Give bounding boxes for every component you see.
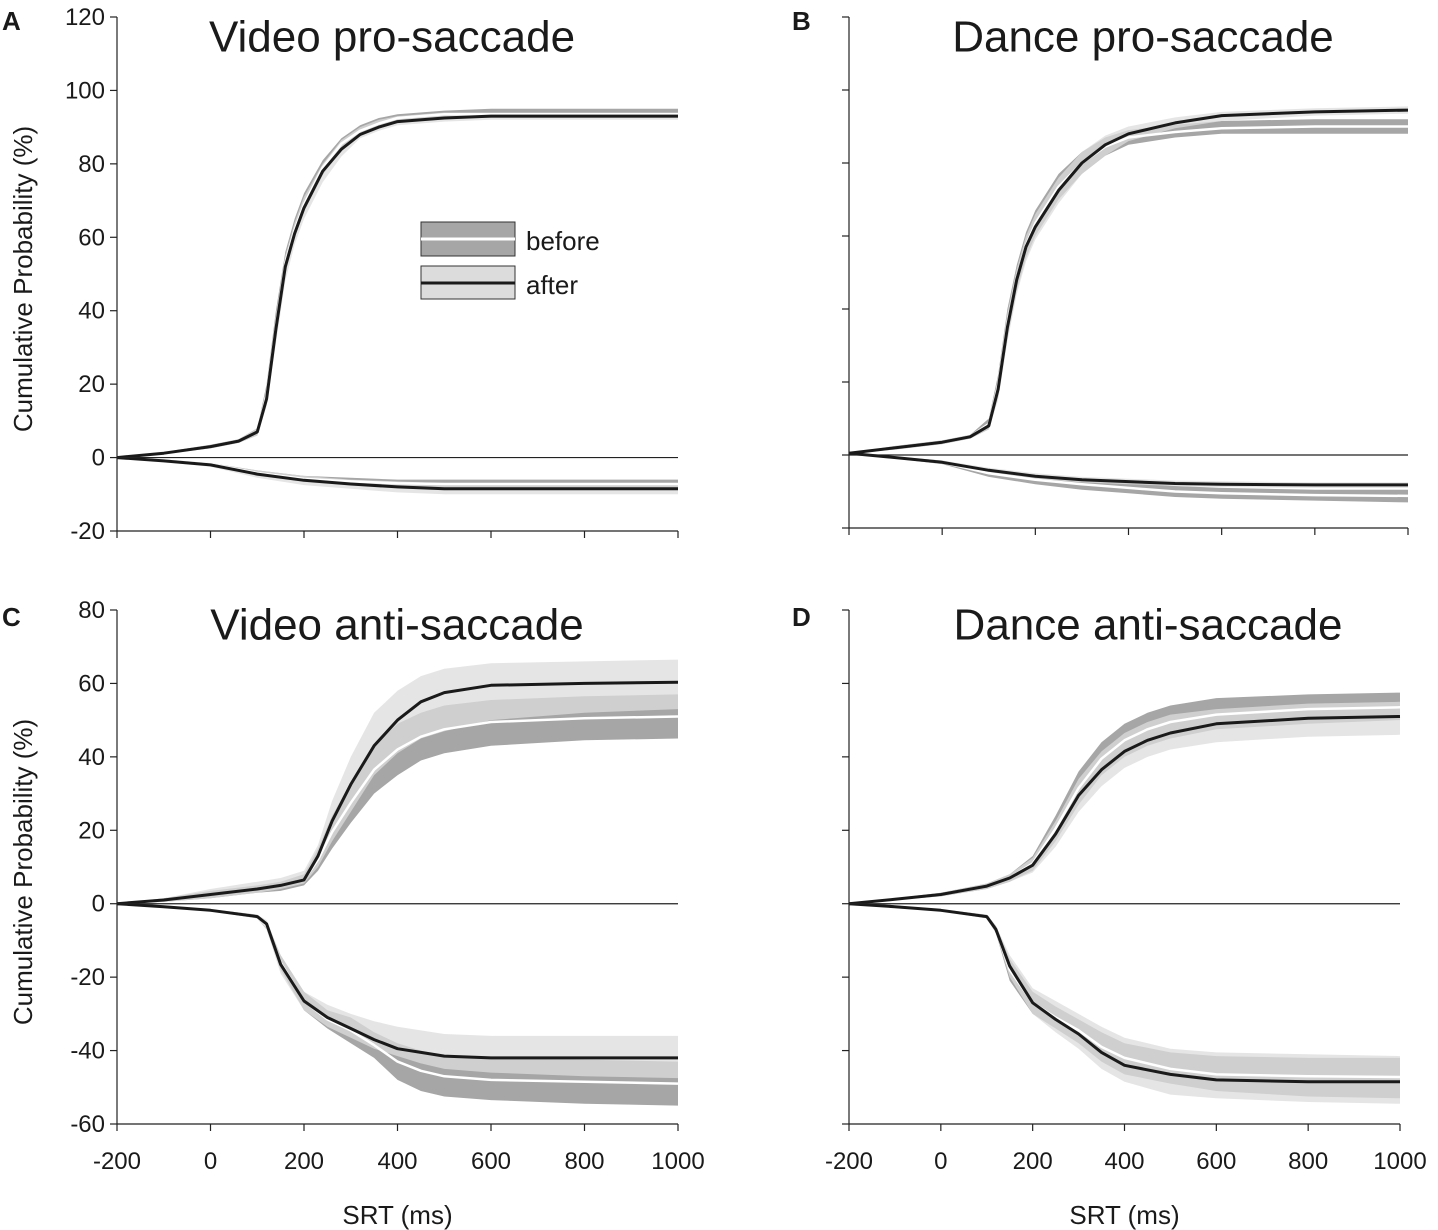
x-tick-label: 0 — [204, 1148, 217, 1175]
y-tick-label: 60 — [78, 224, 105, 251]
before-mean-line — [116, 113, 678, 459]
y-tick-label: -60 — [70, 1111, 105, 1138]
y-tick-label: 0 — [92, 445, 105, 472]
legend-before-label: before — [526, 226, 600, 256]
after-mean-line — [848, 108, 1409, 455]
x-tick-label: -200 — [825, 1148, 873, 1175]
x-tick-label: 1000 — [1373, 1148, 1426, 1175]
y-tick-label: 40 — [78, 298, 105, 325]
panel-title: Dance pro-saccade — [952, 13, 1334, 62]
after-mean-line — [848, 715, 1401, 906]
y-tick-label: 80 — [78, 597, 105, 624]
x-tick-label: 600 — [471, 1148, 511, 1175]
panel-b: Dance pro-saccade B — [792, 6, 1409, 535]
x-axis-label: SRT (ms) — [342, 1200, 452, 1230]
after-band — [117, 903, 678, 1079]
panel-a: -20 0 20 40 60 80 100 120 Cumulative Probability… — [2, 4, 679, 545]
after-mean-line — [116, 114, 678, 460]
x-tick-label: 200 — [1013, 1148, 1053, 1175]
after-band — [849, 701, 1400, 904]
y-tick-label: 0 — [92, 891, 105, 918]
y-tick-label: 80 — [78, 151, 105, 178]
y-axis-label: Cumulative Probability (%) — [8, 719, 38, 1025]
after-band — [849, 903, 1400, 1104]
before-mean-line — [848, 125, 1408, 455]
after-mean-line — [848, 451, 1408, 487]
after-mean-line — [116, 456, 678, 491]
y-tick-label: 20 — [78, 371, 105, 398]
y-tick-label: 60 — [78, 670, 105, 697]
panel-title: Video anti-saccade — [210, 601, 583, 650]
x-tick-label: 800 — [1288, 1148, 1328, 1175]
y-tick-label: 20 — [78, 817, 105, 844]
after-band — [117, 659, 678, 904]
before-band — [117, 108, 678, 458]
after-mean-line — [116, 902, 678, 1060]
panel-title: Dance anti-saccade — [954, 601, 1343, 650]
legend-after-label: after — [526, 270, 578, 300]
panel-letter: D — [792, 602, 811, 632]
x-tick-label: 800 — [564, 1148, 604, 1175]
x-tick-label: 0 — [934, 1148, 947, 1175]
legend: before after — [420, 221, 600, 300]
panel-letter: C — [2, 602, 21, 632]
y-tick-label: 100 — [65, 77, 105, 104]
before-band — [849, 453, 1408, 503]
y-tick-label: -40 — [70, 1038, 105, 1065]
x-tick-label: 400 — [377, 1148, 417, 1175]
after-band — [849, 106, 1408, 454]
before-band — [849, 119, 1408, 454]
panel-title: Video pro-saccade — [209, 13, 575, 62]
panel-d: -200 0 200 400 600 800 1000 SRT (ms) Dance anti-… — [792, 601, 1427, 1230]
y-tick-label: -20 — [70, 518, 105, 545]
after-mean-line — [848, 902, 1400, 1084]
x-axis-label: SRT (ms) — [1069, 1200, 1179, 1230]
y-tick-label: 120 — [65, 4, 105, 31]
y-tick-label: 40 — [78, 744, 105, 771]
after-mean-line — [116, 680, 679, 906]
x-tick-label: 600 — [1196, 1148, 1236, 1175]
x-tick-label: 200 — [284, 1148, 324, 1175]
before-band — [117, 903, 678, 1106]
x-tick-label: 1000 — [651, 1148, 704, 1175]
y-tick-label: -20 — [70, 964, 105, 991]
before-band — [117, 457, 678, 489]
panel-letter: A — [2, 6, 21, 36]
panel-letter: B — [792, 6, 811, 36]
y-axis-label: Cumulative Probability (%) — [8, 126, 38, 432]
x-tick-label: 400 — [1104, 1148, 1144, 1175]
x-tick-label: -200 — [93, 1148, 141, 1175]
after-band — [117, 112, 678, 458]
